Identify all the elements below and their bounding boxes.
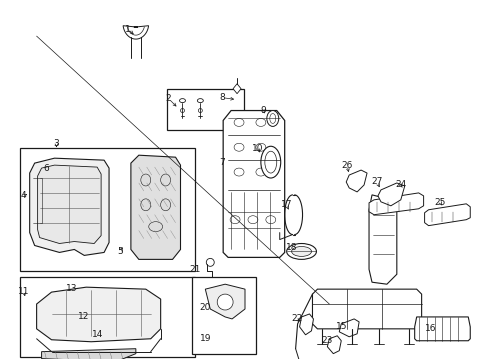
Text: 18: 18 xyxy=(286,243,297,252)
Polygon shape xyxy=(378,183,405,206)
Text: 10: 10 xyxy=(252,144,264,153)
Polygon shape xyxy=(131,155,180,260)
Polygon shape xyxy=(233,84,241,94)
Text: 1: 1 xyxy=(125,25,131,34)
Polygon shape xyxy=(369,195,397,284)
Bar xyxy=(20,148,196,271)
Ellipse shape xyxy=(230,216,240,224)
Ellipse shape xyxy=(179,99,185,103)
Ellipse shape xyxy=(217,294,233,310)
Polygon shape xyxy=(425,204,470,226)
Text: 26: 26 xyxy=(342,161,353,170)
Polygon shape xyxy=(299,314,314,335)
Polygon shape xyxy=(205,284,245,319)
Text: 9: 9 xyxy=(260,106,266,115)
Polygon shape xyxy=(37,287,161,342)
Ellipse shape xyxy=(197,99,203,103)
Polygon shape xyxy=(369,193,424,215)
Ellipse shape xyxy=(149,222,163,231)
Ellipse shape xyxy=(292,247,312,256)
Text: 2: 2 xyxy=(166,94,171,103)
Ellipse shape xyxy=(234,118,244,126)
Polygon shape xyxy=(38,165,101,243)
Ellipse shape xyxy=(256,118,266,126)
Ellipse shape xyxy=(234,143,244,151)
Ellipse shape xyxy=(141,174,151,186)
Text: 6: 6 xyxy=(44,163,49,172)
Bar xyxy=(167,89,244,130)
Text: 19: 19 xyxy=(199,334,211,343)
Ellipse shape xyxy=(248,216,258,224)
Text: 11: 11 xyxy=(18,287,29,296)
Polygon shape xyxy=(313,289,421,329)
Polygon shape xyxy=(415,317,470,341)
Text: 22: 22 xyxy=(291,314,302,323)
Ellipse shape xyxy=(256,143,266,151)
Ellipse shape xyxy=(141,199,151,211)
Text: 16: 16 xyxy=(425,324,436,333)
Text: 24: 24 xyxy=(395,180,406,189)
Bar xyxy=(193,277,256,354)
Text: 25: 25 xyxy=(435,198,446,207)
Text: 21: 21 xyxy=(190,265,201,274)
Ellipse shape xyxy=(261,146,281,178)
Polygon shape xyxy=(327,336,341,354)
Polygon shape xyxy=(339,319,359,337)
Ellipse shape xyxy=(161,174,171,186)
Text: 12: 12 xyxy=(77,312,89,321)
Text: 5: 5 xyxy=(117,247,123,256)
Polygon shape xyxy=(346,170,367,192)
Ellipse shape xyxy=(270,113,276,123)
Text: 4: 4 xyxy=(21,192,26,201)
Text: 17: 17 xyxy=(281,200,293,209)
Bar xyxy=(20,277,196,357)
Polygon shape xyxy=(223,111,285,257)
Text: 15: 15 xyxy=(336,322,347,331)
Text: 3: 3 xyxy=(53,139,59,148)
Polygon shape xyxy=(123,26,148,39)
Ellipse shape xyxy=(256,168,266,176)
Ellipse shape xyxy=(265,151,277,173)
Text: 7: 7 xyxy=(220,158,225,167)
Ellipse shape xyxy=(266,216,276,224)
Ellipse shape xyxy=(287,243,317,260)
Text: 13: 13 xyxy=(66,284,77,293)
Ellipse shape xyxy=(161,199,171,211)
Ellipse shape xyxy=(206,258,214,266)
Ellipse shape xyxy=(234,168,244,176)
Text: 27: 27 xyxy=(371,177,383,186)
Text: 23: 23 xyxy=(321,336,333,345)
Ellipse shape xyxy=(180,109,184,113)
Polygon shape xyxy=(30,158,109,255)
Polygon shape xyxy=(42,349,136,360)
Ellipse shape xyxy=(267,111,279,126)
Text: 20: 20 xyxy=(199,302,211,311)
Ellipse shape xyxy=(198,109,202,113)
Text: 14: 14 xyxy=(92,330,103,339)
Text: 8: 8 xyxy=(220,93,225,102)
